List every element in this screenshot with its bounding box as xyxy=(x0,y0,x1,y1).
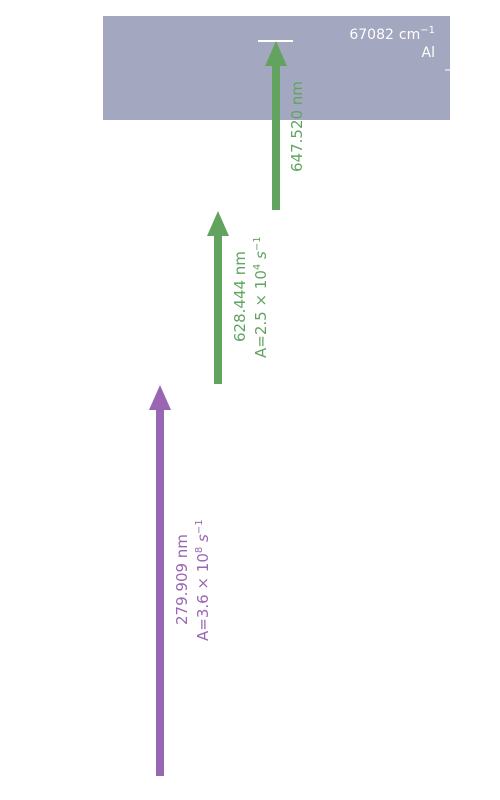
transition-arrow-628nm xyxy=(207,211,229,384)
element-label: Al xyxy=(422,45,435,61)
transition-arrow-647nm xyxy=(265,41,287,210)
rate-label-279nm: A=3.6 × 108 s−1 xyxy=(194,519,212,641)
arrow-shaft xyxy=(156,408,164,776)
arrow-shaft xyxy=(272,64,280,210)
arrow-head xyxy=(265,41,287,66)
rate-label-628nm: A=2.5 × 104 s−1 xyxy=(252,236,270,358)
arrow-head xyxy=(207,211,229,236)
wavelength-label-279nm: 279.909 nm xyxy=(173,534,191,625)
transition-arrow-279nm xyxy=(149,385,171,776)
arrow-shaft xyxy=(214,234,222,384)
arrow-head xyxy=(149,385,171,410)
wavelength-label-628nm: 628.444 nm xyxy=(231,251,249,342)
limit-energy-label: 67082 cm−1 xyxy=(349,25,435,43)
wavelength-label-647nm: 647.520 nm xyxy=(288,81,306,172)
